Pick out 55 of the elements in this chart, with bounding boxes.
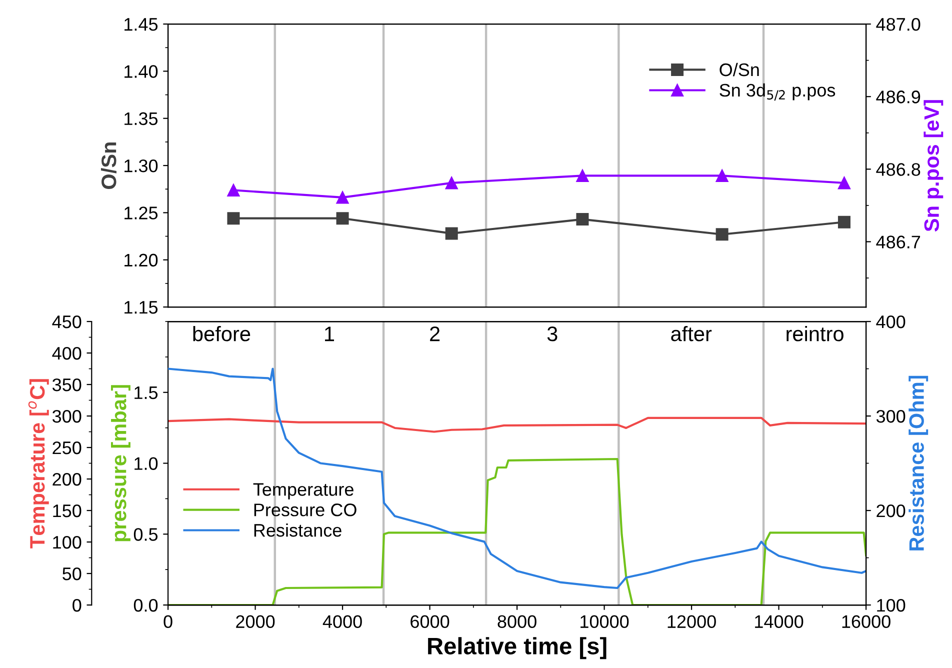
annotation: 1	[325, 326, 334, 342]
y-tick-label: 400	[52, 346, 82, 360]
y2-tick-label: 0.5	[134, 528, 158, 541]
y-axis-title: O/Sn	[100, 142, 116, 189]
x-tick-label: 10000	[580, 615, 629, 628]
annotation: reintro	[786, 326, 844, 342]
annotation: after	[671, 326, 712, 342]
y3-tick-label: 200	[876, 504, 906, 518]
y3-tick-label: 400	[876, 315, 906, 328]
x-tick-label: 2000	[236, 615, 275, 628]
x-tick-label: 4000	[322, 615, 362, 628]
y-tick-label: 100	[53, 536, 82, 549]
y3-axis-title: Resistance [Ohm]	[908, 376, 928, 550]
y-tick-label: 50	[62, 567, 82, 580]
y-tick-label: 1.45	[124, 18, 158, 31]
y-tick-label: 300	[52, 410, 82, 423]
y-tick-label: 1.35	[124, 112, 158, 126]
annotation: 3	[547, 326, 558, 342]
y-tick-label: 1.40	[124, 65, 158, 78]
y-tick-label: 0	[72, 598, 82, 612]
y-tick-label: 150	[53, 504, 82, 518]
y-tick-label: 200	[52, 472, 82, 486]
x-tick-label: 12000	[668, 615, 716, 628]
y2-tick-label: 486.8	[876, 163, 920, 176]
y3-tick-label: 300	[876, 410, 906, 423]
y2-tick-label: 487.0	[876, 18, 920, 31]
y2-tick-label: 486.9	[876, 90, 920, 104]
y-tick-label: 1.15	[124, 301, 158, 314]
y-tick-label: 1.25	[124, 206, 158, 220]
y-tick-label: 250	[52, 441, 82, 454]
annotation: 2	[430, 326, 440, 342]
legend-label: Pressure CO	[254, 504, 356, 516]
y-tick-label: 1.30	[124, 159, 158, 172]
y2-tick-label: 486.7	[876, 236, 920, 248]
x-tick-label: 0	[164, 615, 172, 628]
y-axis-title: Temperature [$^{o}$C]	[28, 379, 49, 548]
x-tick-label: 6000	[410, 615, 450, 628]
y2-tick-label: 0.0	[134, 598, 158, 612]
legend-label: Sn 3d$_{5/2}$ p.pos	[720, 83, 836, 101]
x-tick-label: 8000	[498, 615, 536, 628]
legend-label: O/Sn	[720, 62, 759, 76]
y2-tick-label: 1.5	[134, 386, 158, 400]
annotation: before	[193, 326, 250, 342]
legend-label: Temperature	[253, 483, 354, 500]
y-tick-label: 350	[52, 378, 82, 392]
x-tick-label: 14000	[755, 615, 804, 628]
y2-tick-label: 1.0	[134, 457, 158, 470]
legend-label: Resistance	[254, 523, 342, 537]
x-axis-title: Relative time [s]	[428, 637, 606, 660]
y2-axis-title: Sn p.pos [eV]	[924, 100, 944, 232]
y-tick-label: 1.20	[124, 254, 158, 267]
x-tick-label: 16000	[842, 615, 890, 628]
y2-axis-title: pressure [mbar]	[111, 385, 130, 542]
y3-tick-label: 100	[877, 598, 906, 612]
y-tick-label: 450	[52, 315, 82, 328]
